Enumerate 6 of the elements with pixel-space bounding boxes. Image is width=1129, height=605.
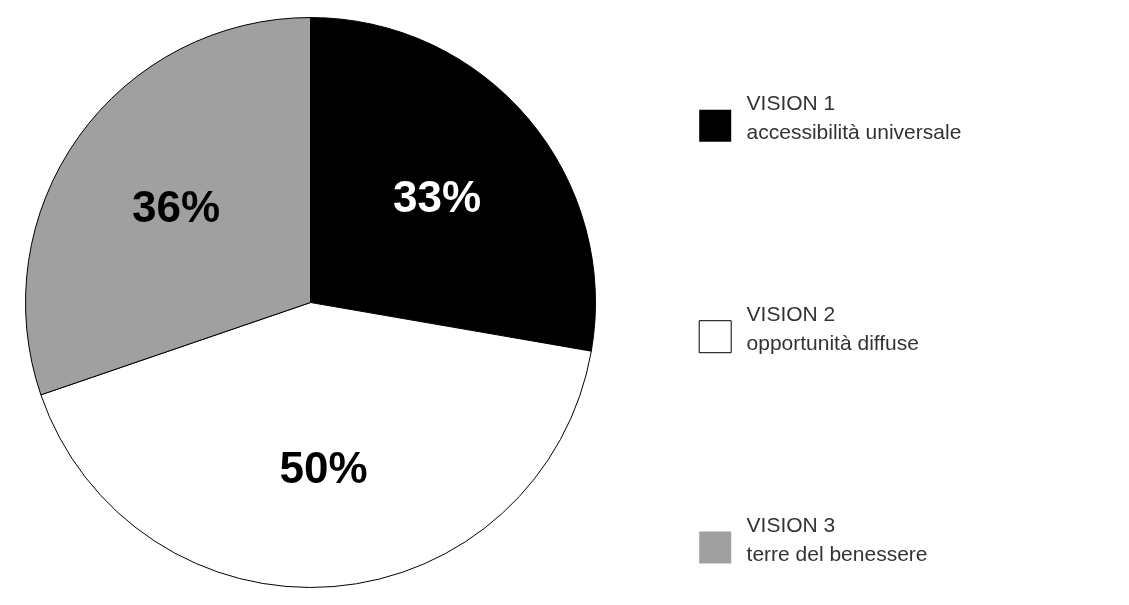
legend-label: VISION 2 opportunità diffuse <box>746 302 919 355</box>
legend-label: VISION 1 accessibilità universale <box>746 91 962 144</box>
legend-label: VISION 3 terre del benessere <box>746 513 928 565</box>
data-label: 36% <box>131 181 221 231</box>
data-label: 33% <box>392 171 482 221</box>
data-label: 50% <box>279 442 368 492</box>
